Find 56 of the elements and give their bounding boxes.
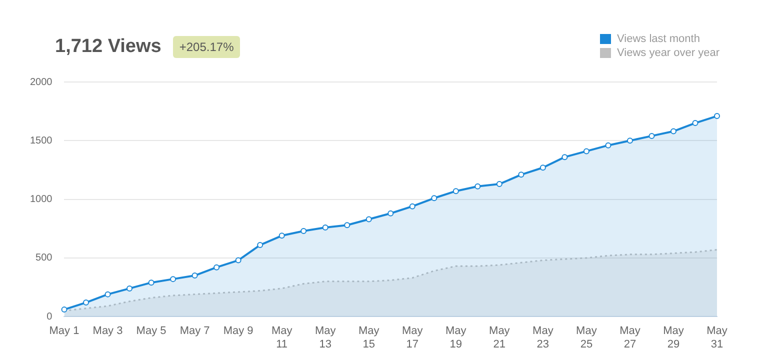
- x-tick-label: May 5: [136, 325, 166, 338]
- point: [670, 128, 676, 134]
- point: [605, 142, 612, 148]
- point: [170, 276, 176, 282]
- x-tick-label: May 7: [180, 325, 210, 338]
- legend-label: Views last month: [617, 33, 700, 45]
- x-tick-label: May 27: [620, 325, 641, 350]
- point: [409, 203, 416, 210]
- point: [518, 172, 524, 178]
- x-tick-label: May 25: [576, 325, 598, 350]
- x-tick-label: May 29: [663, 325, 684, 350]
- x-tick-label: May 1: [49, 325, 80, 338]
- point: [235, 257, 242, 264]
- point: [148, 280, 154, 286]
- point: [278, 232, 285, 239]
- x-tick-label: May 15: [358, 325, 380, 350]
- point: [344, 222, 350, 228]
- point: [214, 264, 220, 270]
- x-tick-label: May 31: [706, 325, 728, 350]
- point: [300, 228, 307, 234]
- chart-title: 1,712 Views: [55, 36, 162, 58]
- point: [692, 120, 698, 126]
- point: [562, 154, 568, 160]
- x-tick-label: May 19: [446, 325, 467, 350]
- point: [366, 216, 372, 222]
- y-tick-label: 1000: [30, 194, 53, 206]
- point: [540, 164, 546, 171]
- point: [322, 224, 328, 230]
- point: [126, 285, 133, 292]
- point: [257, 242, 264, 248]
- x-tick-label: May 17: [402, 325, 424, 350]
- x-tick-label: May 9: [223, 325, 254, 338]
- point: [431, 195, 438, 202]
- point: [626, 138, 633, 144]
- chart-subtitle: +205.17%: [173, 36, 240, 58]
- y-tick-label: 0: [46, 311, 53, 322]
- legend-label: Views year over year: [617, 47, 720, 59]
- point: [61, 306, 68, 313]
- point: [474, 183, 481, 190]
- point: [192, 272, 198, 279]
- point: [648, 132, 655, 139]
- point: [388, 210, 394, 216]
- x-tick-label: May 3: [92, 325, 123, 338]
- x-tick-label: May 13: [314, 325, 336, 350]
- x-tick-label: May 23: [532, 325, 554, 350]
- point: [496, 181, 502, 188]
- point: [583, 148, 590, 154]
- y-tick-label: 2000: [30, 76, 53, 88]
- y-tick-label: 500: [36, 252, 53, 264]
- point: [714, 113, 720, 120]
- x-tick-label: May 11: [271, 325, 293, 350]
- point: [104, 291, 111, 298]
- point: [83, 300, 90, 306]
- y-tick-label: 1500: [30, 135, 53, 146]
- point: [452, 188, 459, 194]
- x-tick-label: May 21: [489, 325, 510, 350]
